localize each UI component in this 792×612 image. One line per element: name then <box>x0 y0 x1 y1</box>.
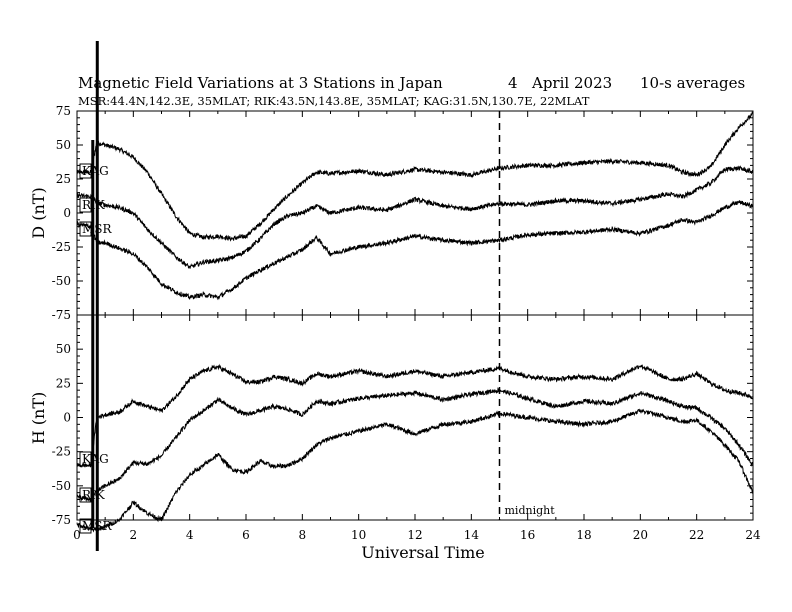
y-tick-label: 0 <box>63 411 71 425</box>
y-tick-label: 50 <box>56 138 71 152</box>
y-tick-label: 25 <box>56 172 71 186</box>
series-line-msr <box>76 408 754 533</box>
x-tick-label: 18 <box>576 528 591 542</box>
date-month: April <box>531 74 569 92</box>
y-tick-label: -50 <box>52 479 71 493</box>
y-tick-label: -25 <box>52 445 71 459</box>
y-tick-label: -50 <box>52 274 71 288</box>
y-tick-label: 75 <box>56 104 71 118</box>
x-tick-label: 14 <box>464 528 480 542</box>
x-tick-label: 24 <box>745 528 761 542</box>
x-tick-label: 10 <box>351 528 366 542</box>
plot-frame <box>76 110 754 316</box>
averaging-label: 10-s averages <box>640 74 745 92</box>
x-tick-label: 8 <box>299 528 307 542</box>
x-tick-label: 12 <box>407 528 422 542</box>
series-line-msr <box>76 200 754 301</box>
stations-subtitle: MSR:44.4N,142.3E, 35MLAT; RIK:43.5N,143.… <box>78 94 590 108</box>
date-day: 4 <box>508 74 518 92</box>
h-axis-label: H (nT) <box>29 392 48 445</box>
date-year: 2023 <box>574 74 612 92</box>
station-tag-box <box>79 518 92 534</box>
x-tick-label: 20 <box>633 528 648 542</box>
station-tag-box <box>79 487 92 503</box>
x-tick-label: 16 <box>520 528 535 542</box>
x-tick-label: 22 <box>689 528 704 542</box>
midnight-label: midnight <box>505 504 556 517</box>
d-axis-label: D (nT) <box>29 187 48 238</box>
plot-frame <box>76 314 754 521</box>
y-tick-label: 0 <box>63 206 71 220</box>
chart-title: Magnetic Field Variations at 3 Stations … <box>78 74 443 92</box>
station-tag-box <box>79 163 92 179</box>
station-tag-box <box>79 451 92 467</box>
station-tag-box <box>79 221 92 237</box>
series-line-kag <box>76 363 754 468</box>
series-line-kag <box>76 111 754 242</box>
y-tick-label: -75 <box>52 513 71 527</box>
series-line-rik <box>76 165 754 269</box>
x-tick-label: 0 <box>73 528 81 542</box>
y-tick-label: -75 <box>52 308 71 322</box>
x-tick-label: 4 <box>186 528 194 542</box>
x-tick-label: 6 <box>242 528 250 542</box>
y-tick-label: -25 <box>52 240 71 254</box>
station-tag-kag: KAG <box>82 164 109 178</box>
offset-marker-bar-secondary <box>91 140 95 528</box>
station-tag-box <box>79 197 92 213</box>
series-line-rik <box>76 387 754 502</box>
station-tag-kag: KAG <box>82 452 109 466</box>
x-axis-label: Universal Time <box>361 543 484 562</box>
y-tick-label: 50 <box>56 342 71 356</box>
x-tick-label: 2 <box>130 528 138 542</box>
y-tick-label: 25 <box>56 376 71 390</box>
